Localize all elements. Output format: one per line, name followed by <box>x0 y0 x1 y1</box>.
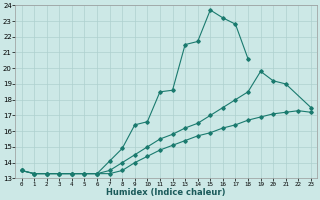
X-axis label: Humidex (Indice chaleur): Humidex (Indice chaleur) <box>107 188 226 197</box>
